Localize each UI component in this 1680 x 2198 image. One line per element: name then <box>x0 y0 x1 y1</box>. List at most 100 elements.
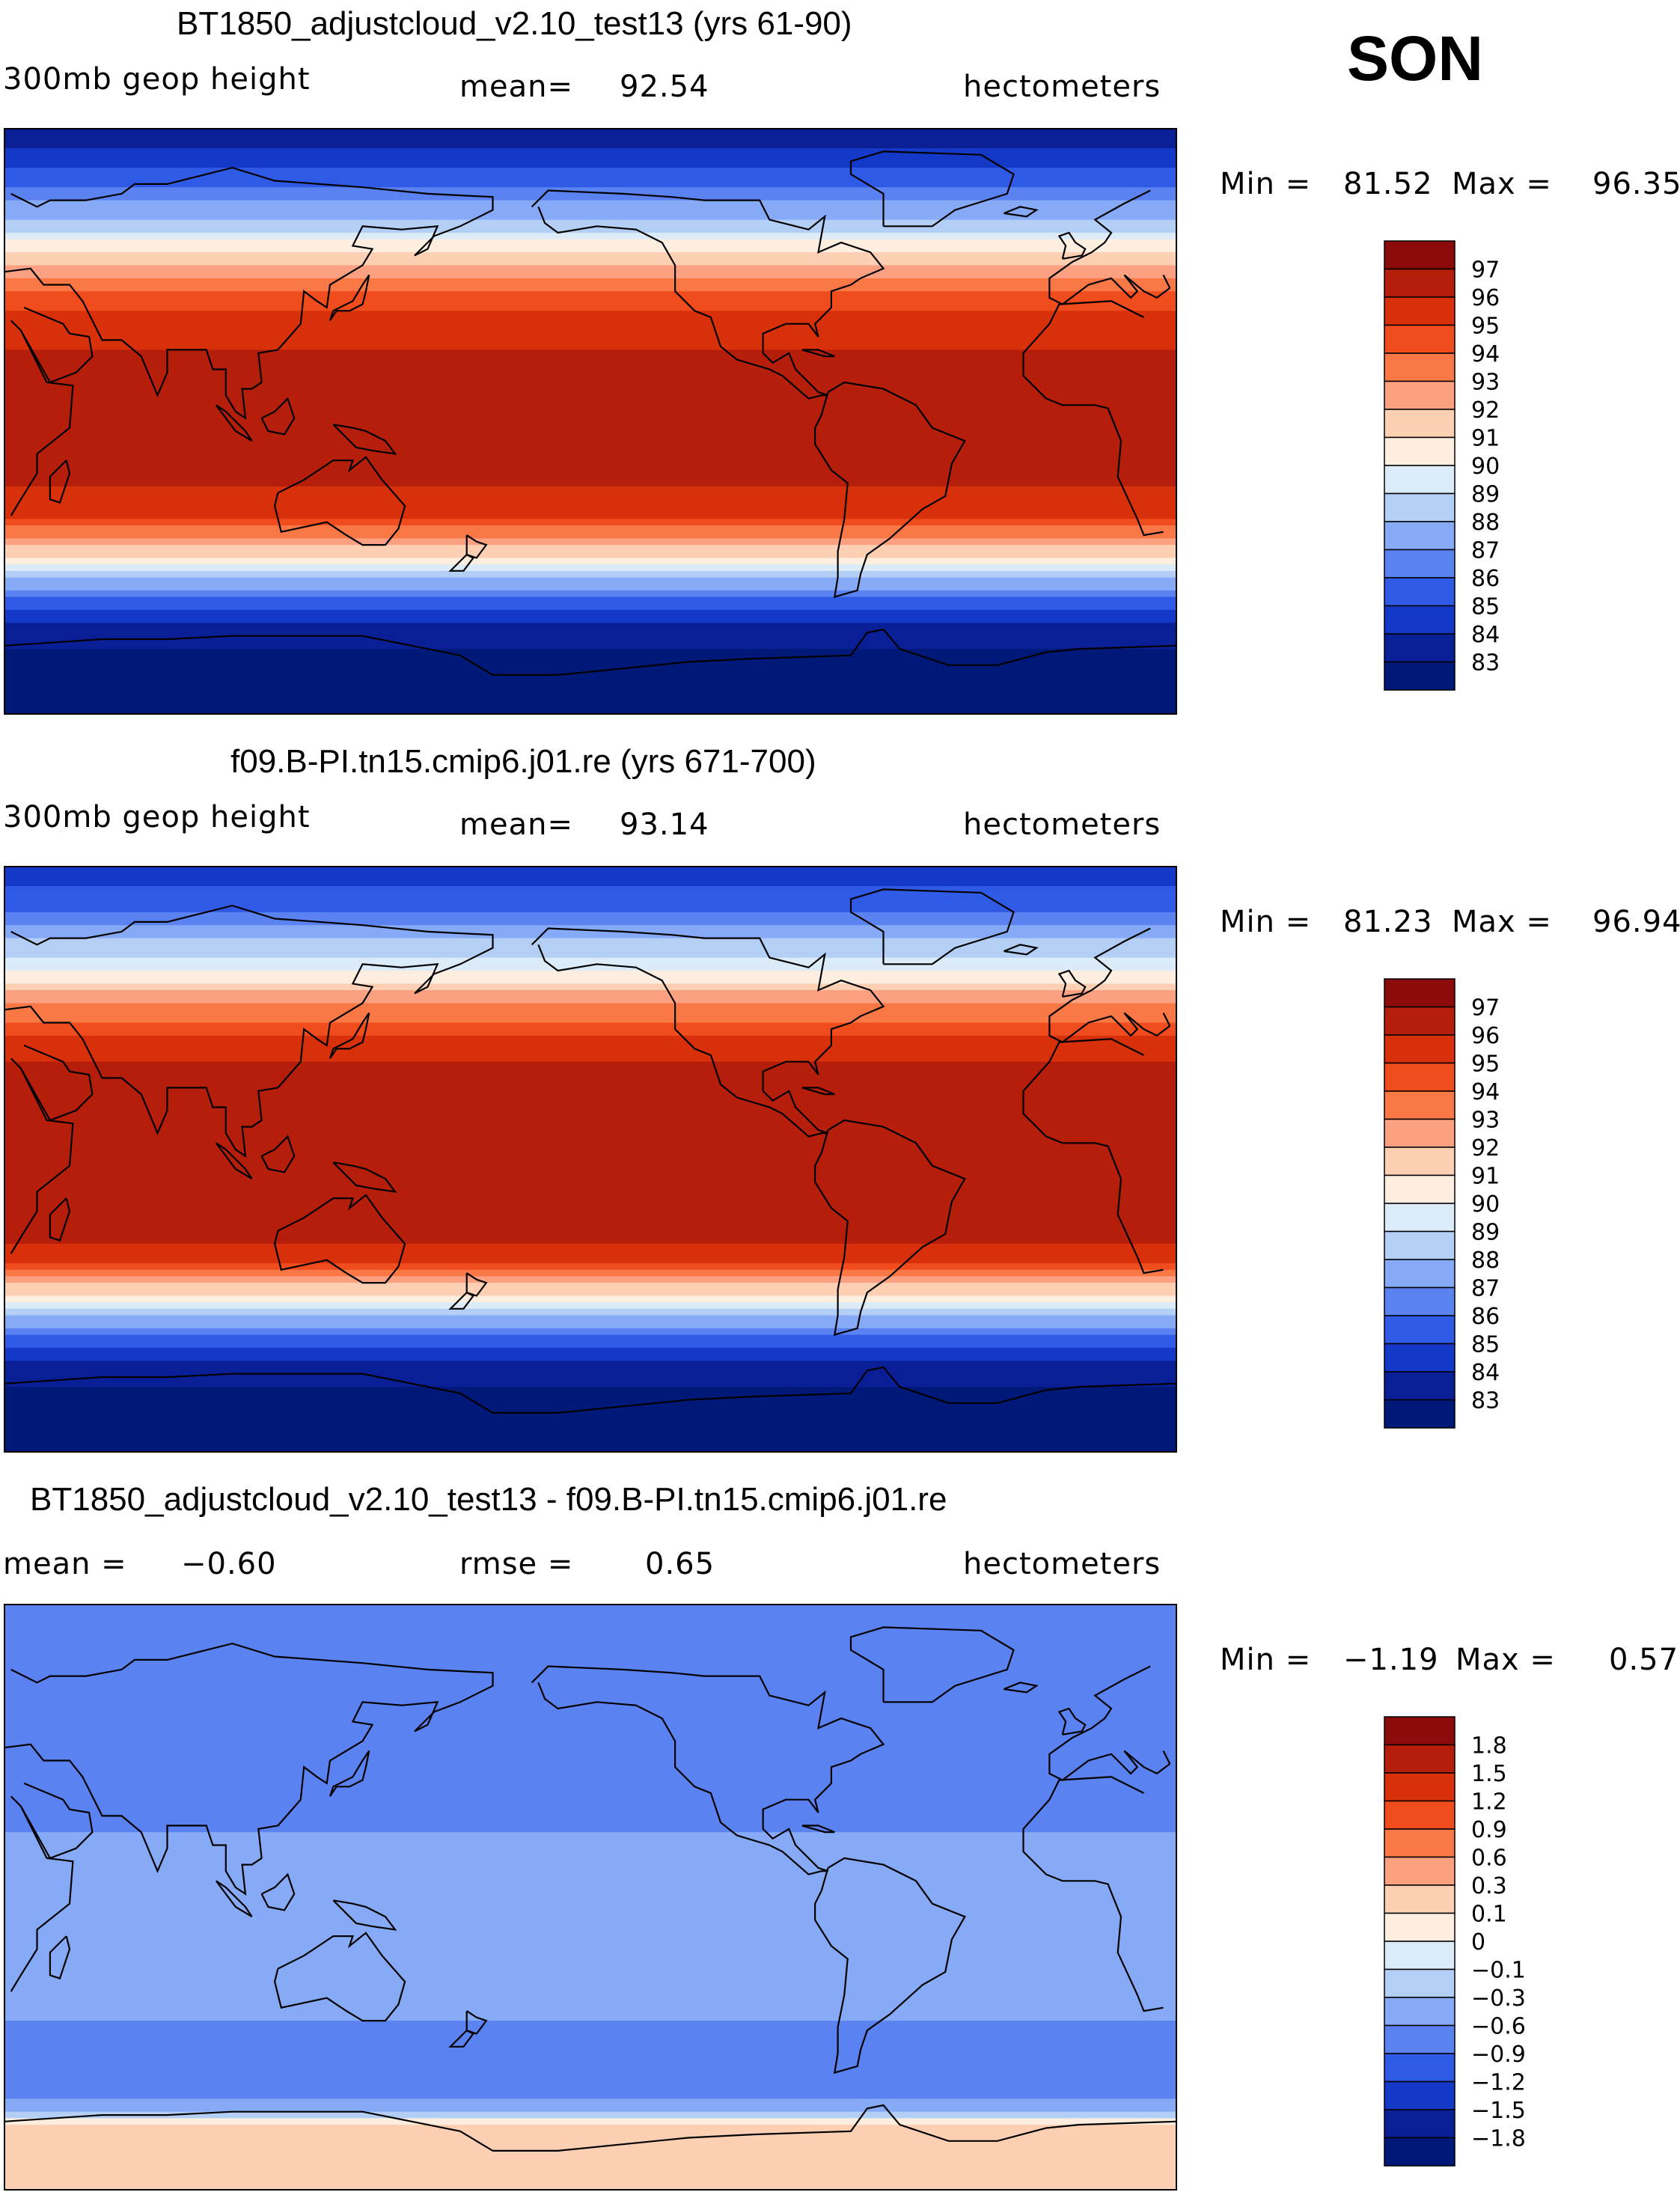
panel-2-min-value: 81.23 <box>1343 905 1433 939</box>
band <box>4 512 1176 519</box>
band <box>4 1688 1176 1697</box>
colorbar-box <box>1384 1912 1456 1942</box>
band <box>4 129 1176 136</box>
band <box>4 1250 1176 1257</box>
colorbar-box <box>1384 492 1456 522</box>
band <box>4 538 1176 546</box>
colorbar-label: 89 <box>1471 482 1500 508</box>
band <box>4 906 1176 913</box>
band <box>4 2092 1176 2099</box>
colorbar-label: 89 <box>1471 1220 1500 1246</box>
band <box>4 369 1176 376</box>
band <box>4 950 1176 959</box>
band <box>4 388 1176 396</box>
band <box>4 1289 1176 1297</box>
colorbar-label: 95 <box>1471 314 1500 340</box>
band <box>4 1159 1176 1167</box>
band <box>4 1029 1176 1037</box>
band <box>4 1081 1176 1089</box>
band <box>4 649 1176 656</box>
band <box>4 291 1176 299</box>
colorbar-label: 87 <box>1471 1276 1500 1302</box>
band <box>4 141 1176 149</box>
colorbar-label: 85 <box>1471 1332 1500 1358</box>
colorbar-box <box>1384 1716 1456 1746</box>
coastline <box>19 1782 94 1860</box>
colorbar-box <box>1384 1772 1456 1802</box>
colorbar-label: 0.3 <box>1471 1873 1507 1899</box>
colorbar-box <box>1384 1315 1456 1345</box>
panel-2-max-label: Max = <box>1452 905 1552 939</box>
band <box>4 1243 1176 1251</box>
colorbar-label: 86 <box>1471 1304 1500 1330</box>
band <box>4 135 1176 142</box>
colorbar-label: 1.2 <box>1471 1789 1507 1816</box>
colorbar-box <box>1384 409 1456 439</box>
band <box>4 616 1176 623</box>
band <box>4 480 1176 487</box>
band <box>4 584 1176 591</box>
coastline <box>1057 969 1087 998</box>
band <box>4 1114 1176 1121</box>
coastline <box>801 1087 835 1096</box>
coastline <box>19 306 94 384</box>
band <box>4 531 1176 539</box>
band <box>4 1753 1176 1762</box>
band <box>4 944 1176 952</box>
band <box>4 1682 1176 1690</box>
coastline <box>332 424 397 455</box>
colorbar-label: 1.8 <box>1471 1733 1507 1759</box>
colorbar-label: −0.3 <box>1471 1985 1526 2012</box>
colorbar-label: 96 <box>1471 285 1500 311</box>
band <box>4 642 1176 650</box>
panel-2-field-label: 300mb geop height <box>3 800 311 834</box>
colorbar-label: 84 <box>1471 1360 1500 1386</box>
band <box>4 207 1176 214</box>
band <box>4 1165 1176 1173</box>
band <box>4 681 1176 689</box>
band <box>4 226 1176 233</box>
band <box>4 1936 1176 1944</box>
band <box>4 1956 1176 1963</box>
coastline <box>19 1044 94 1122</box>
band <box>4 317 1176 325</box>
coastline <box>4 1642 1171 1896</box>
coastline <box>1057 1707 1087 1735</box>
map-frame <box>4 128 1177 715</box>
band <box>4 1845 1176 1852</box>
colorbar-label: −1.5 <box>1471 2098 1526 2124</box>
band <box>4 454 1176 461</box>
band <box>4 278 1176 286</box>
band <box>4 1923 1176 1931</box>
band <box>4 1617 1176 1625</box>
band <box>4 304 1176 311</box>
band <box>4 1048 1176 1056</box>
band <box>4 1328 1176 1336</box>
coastline <box>1057 231 1087 260</box>
band <box>4 1315 1176 1322</box>
band <box>4 1773 1176 1781</box>
colorbar-label: 83 <box>1471 1388 1500 1414</box>
colorbar-box <box>1384 268 1456 298</box>
coastline <box>814 1119 966 1337</box>
coastline <box>465 1272 488 1297</box>
band <box>4 892 1176 900</box>
band <box>4 401 1176 409</box>
band <box>4 1211 1176 1218</box>
band <box>4 1975 1176 1982</box>
band <box>4 1042 1176 1049</box>
band <box>4 2072 1176 2080</box>
coastline <box>448 554 475 572</box>
panel-2-mean-value: 93.14 <box>620 808 709 842</box>
band <box>4 272 1176 279</box>
coastline <box>448 1292 475 1310</box>
band <box>4 1949 1176 1956</box>
band <box>4 239 1176 246</box>
colorbar-label: −0.6 <box>1471 2014 1526 2040</box>
band <box>4 964 1176 971</box>
panel-3-max-label: Max = <box>1456 1643 1556 1677</box>
colorbar-box <box>1384 661 1456 691</box>
band <box>4 2079 1176 2086</box>
